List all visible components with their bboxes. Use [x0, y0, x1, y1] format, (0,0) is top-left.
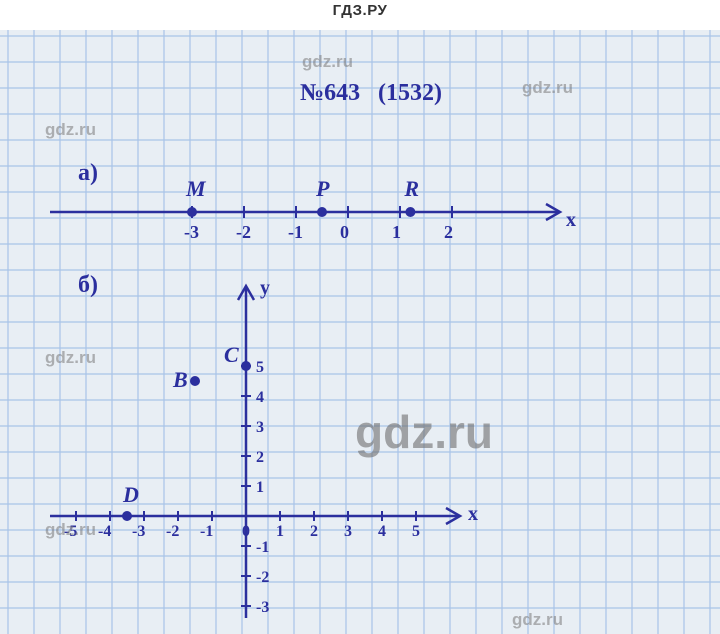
svg-text:-3: -3: [132, 523, 145, 540]
svg-text:3: 3: [256, 419, 264, 436]
svg-text:C: C: [224, 342, 239, 367]
svg-text:-2: -2: [256, 569, 269, 586]
svg-text:-1: -1: [200, 523, 213, 540]
svg-text:-4: -4: [98, 523, 111, 540]
svg-text:-2: -2: [236, 222, 251, 242]
svg-text:x: x: [468, 503, 478, 525]
problem-alt-number: (1532): [378, 80, 442, 106]
svg-text:y: y: [260, 277, 270, 299]
svg-text:x: x: [566, 209, 576, 231]
part-b-points: B C D: [122, 342, 251, 521]
svg-text:2: 2: [310, 523, 318, 540]
svg-text:4: 4: [378, 523, 386, 540]
svg-text:D: D: [122, 482, 139, 507]
svg-text:-1: -1: [256, 539, 269, 556]
svg-text:-3: -3: [184, 222, 199, 242]
problem-number: №643: [300, 80, 360, 106]
svg-text:-3: -3: [256, 599, 269, 616]
svg-text:0: 0: [340, 222, 349, 242]
svg-text:1: 1: [276, 523, 284, 540]
svg-text:-1: -1: [288, 222, 303, 242]
svg-text:2: 2: [444, 222, 453, 242]
part-b-label: б): [78, 272, 98, 298]
ink-layer: №643 (1532) а) x -3-2-1012 MPR б) xy -5-…: [0, 30, 720, 634]
svg-text:B: B: [172, 367, 188, 392]
svg-text:R: R: [403, 176, 419, 201]
svg-text:5: 5: [256, 359, 264, 376]
svg-text:3: 3: [344, 523, 352, 540]
part-a-x-axis: x: [50, 204, 576, 231]
site-title: ГДЗ.РУ: [333, 2, 388, 19]
svg-text:4: 4: [256, 389, 264, 406]
svg-text:M: M: [185, 176, 207, 201]
svg-text:2: 2: [256, 449, 264, 466]
svg-text:-2: -2: [166, 523, 179, 540]
part-b-axes: xy: [50, 277, 478, 618]
svg-text:5: 5: [412, 523, 420, 540]
svg-text:-5: -5: [64, 523, 77, 540]
site-header: ГДЗ.РУ: [0, 0, 720, 30]
part-a-label: а): [78, 160, 98, 186]
svg-text:1: 1: [256, 479, 264, 496]
notebook-paper: №643 (1532) а) x -3-2-1012 MPR б) xy -5-…: [0, 30, 720, 634]
svg-text:0: 0: [242, 523, 250, 540]
svg-text:P: P: [315, 176, 330, 201]
svg-text:1: 1: [392, 222, 401, 242]
